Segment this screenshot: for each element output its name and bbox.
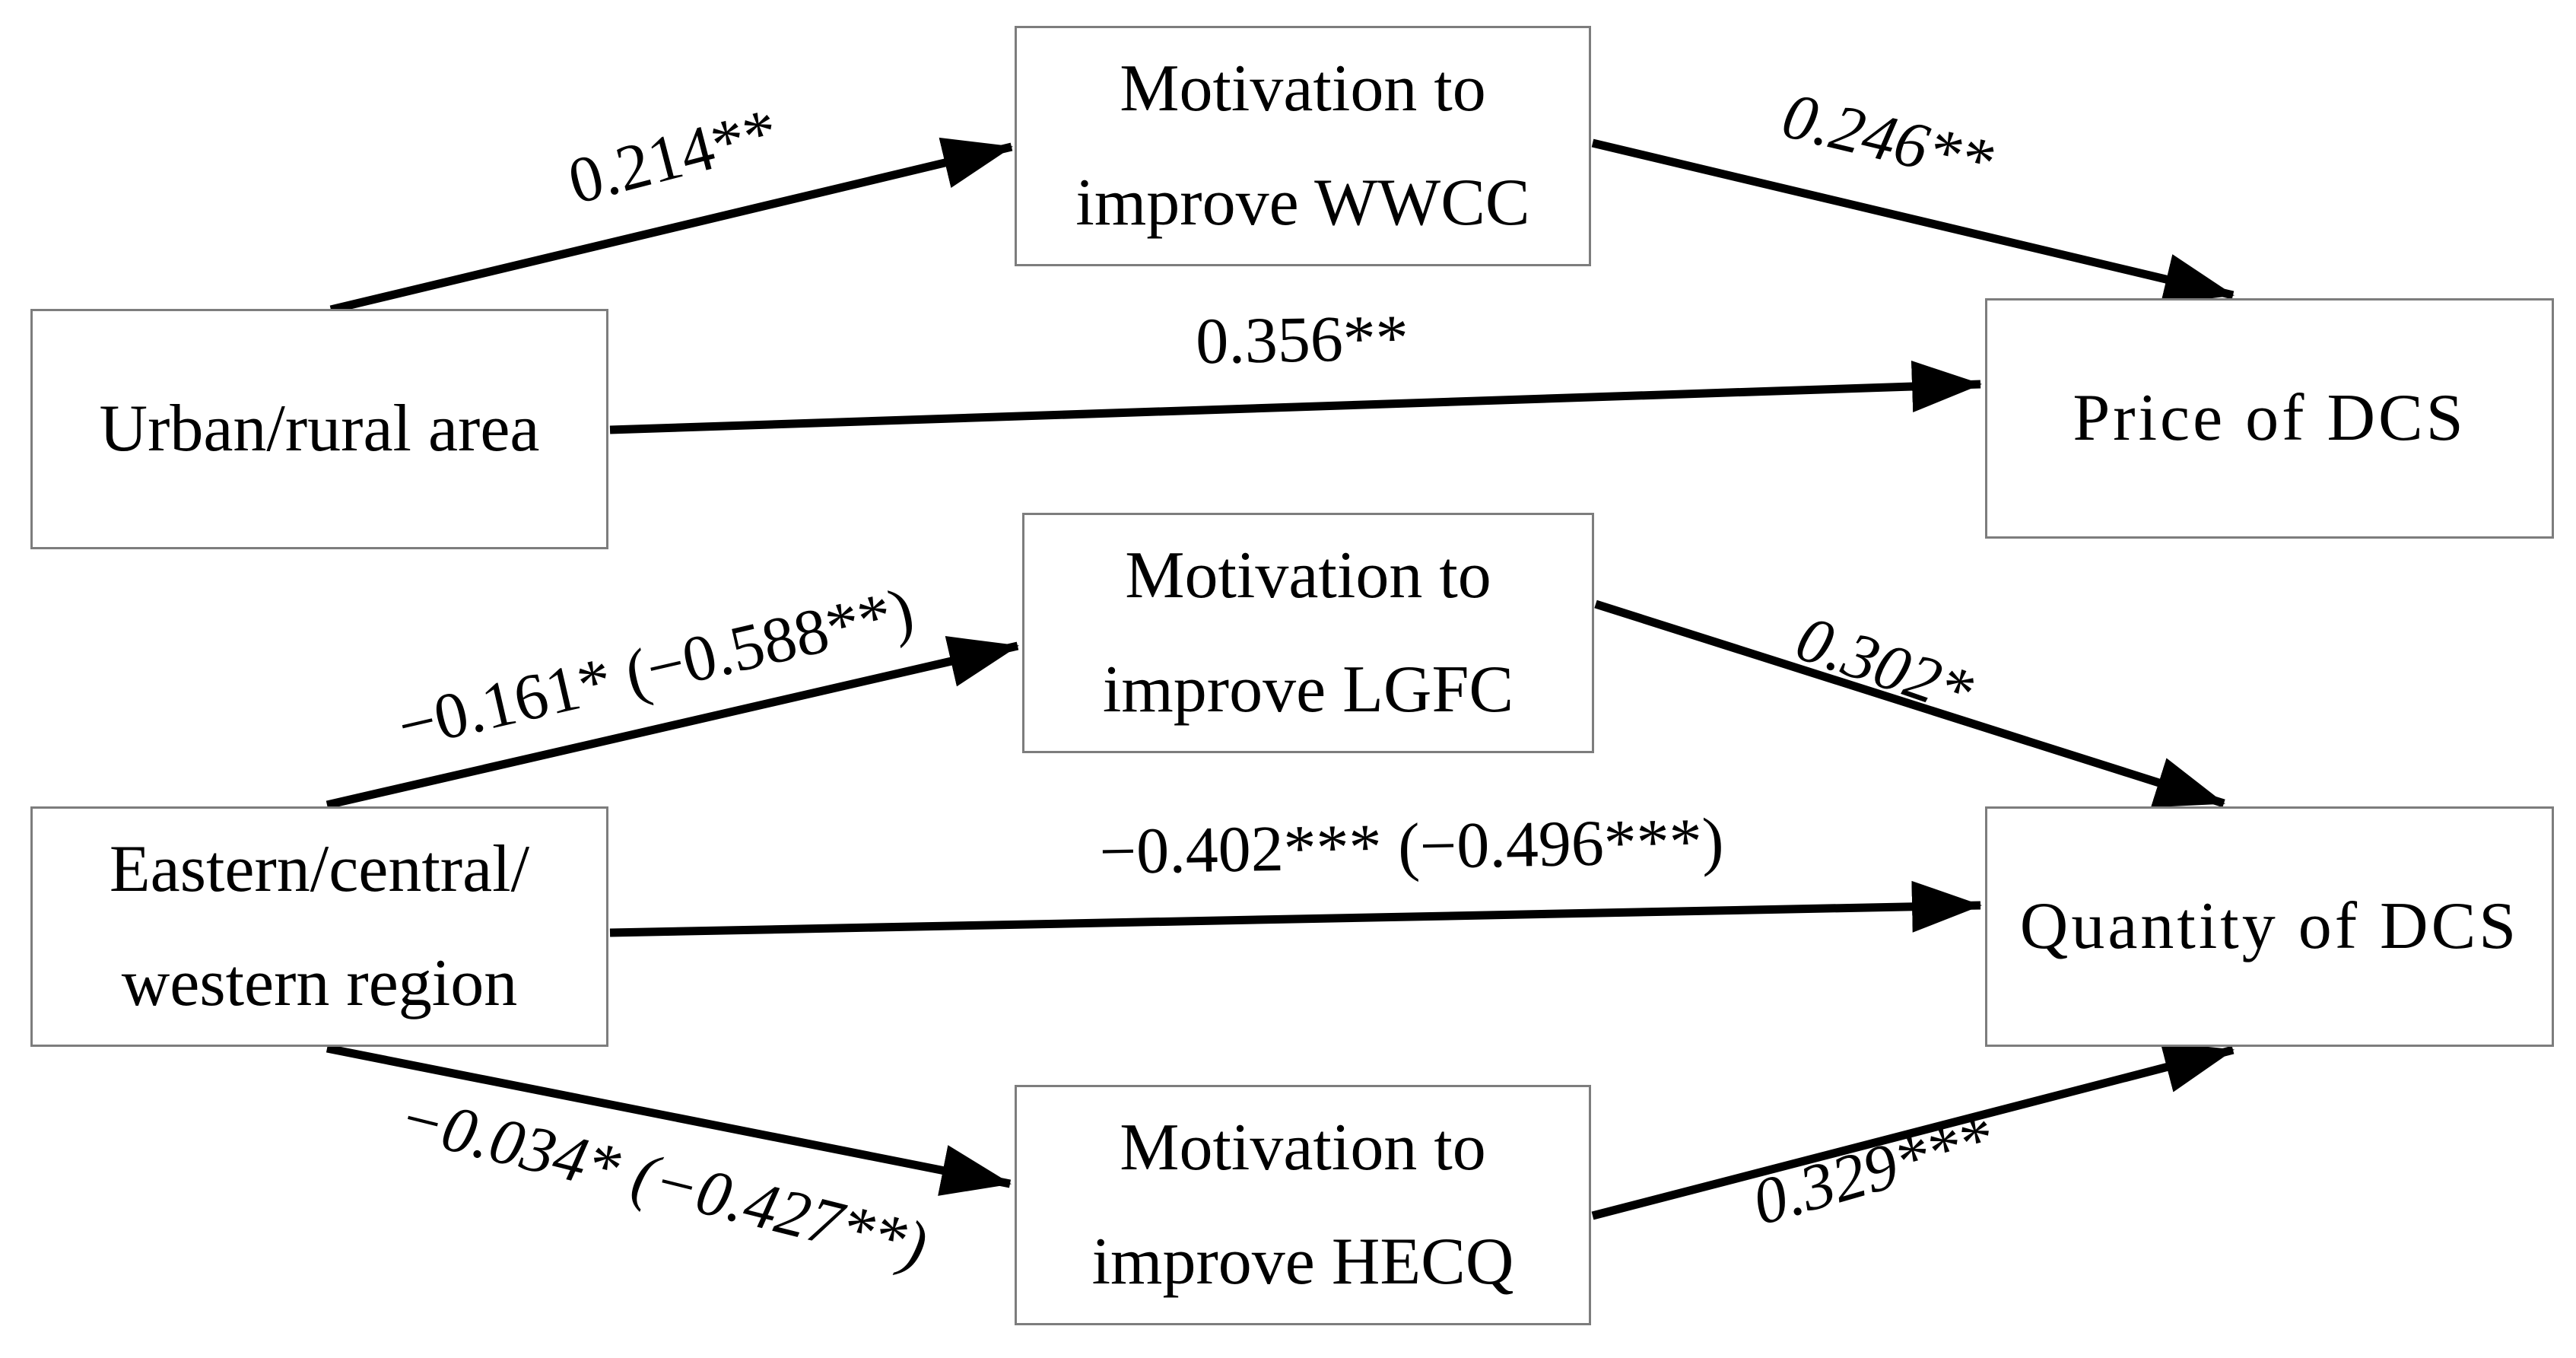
node-label: Price of DCS <box>2073 381 2466 455</box>
node-label-line2: improve LGFC <box>1102 653 1514 727</box>
node-eastern-central-western-region: Eastern/central/ western region <box>30 806 608 1047</box>
arrow-urban-to-wwcc <box>329 137 1013 314</box>
node-price-of-dcs: Price of DCS <box>1985 298 2554 539</box>
node-motivation-improve-lgfc: Motivation to improve LGFC <box>1022 513 1594 753</box>
node-label-line2: improve WWCC <box>1075 166 1530 240</box>
node-motivation-improve-hecq: Motivation to improve HECQ <box>1015 1085 1591 1325</box>
arrow-hecq-to-quantity <box>1591 1042 2235 1220</box>
node-label: Urban/rural area <box>99 392 540 466</box>
node-label: Quantity of DCS <box>2019 889 2520 963</box>
edge-label-urban-to-price: 0.356** <box>1195 301 1409 378</box>
node-label-line1: Motivation to <box>1125 539 1491 612</box>
node-label-line2: improve HECQ <box>1091 1225 1514 1299</box>
arrow-eastern-to-quantity <box>609 880 1982 937</box>
node-label-line1: Eastern/central/ <box>109 832 530 906</box>
arrow-wwcc-to-price <box>1591 138 2235 305</box>
arrow-urban-to-price <box>609 361 1982 434</box>
node-label-line2: western region <box>121 946 518 1020</box>
edge-label-eastern-to-quantity: −0.402*** (−0.496***) <box>1098 803 1725 889</box>
arrow-eastern-to-lgfc <box>326 636 1019 809</box>
node-label-line1: Motivation to <box>1120 1111 1486 1185</box>
node-motivation-improve-wwcc: Motivation to improve WWCC <box>1015 26 1591 266</box>
node-urban-rural-area: Urban/rural area <box>30 309 608 549</box>
node-quantity-of-dcs: Quantity of DCS <box>1985 806 2554 1047</box>
arrow-eastern-to-hecq <box>326 1044 1012 1196</box>
arrow-lgfc-to-quantity <box>1594 599 2225 808</box>
node-label-line1: Motivation to <box>1120 52 1486 126</box>
